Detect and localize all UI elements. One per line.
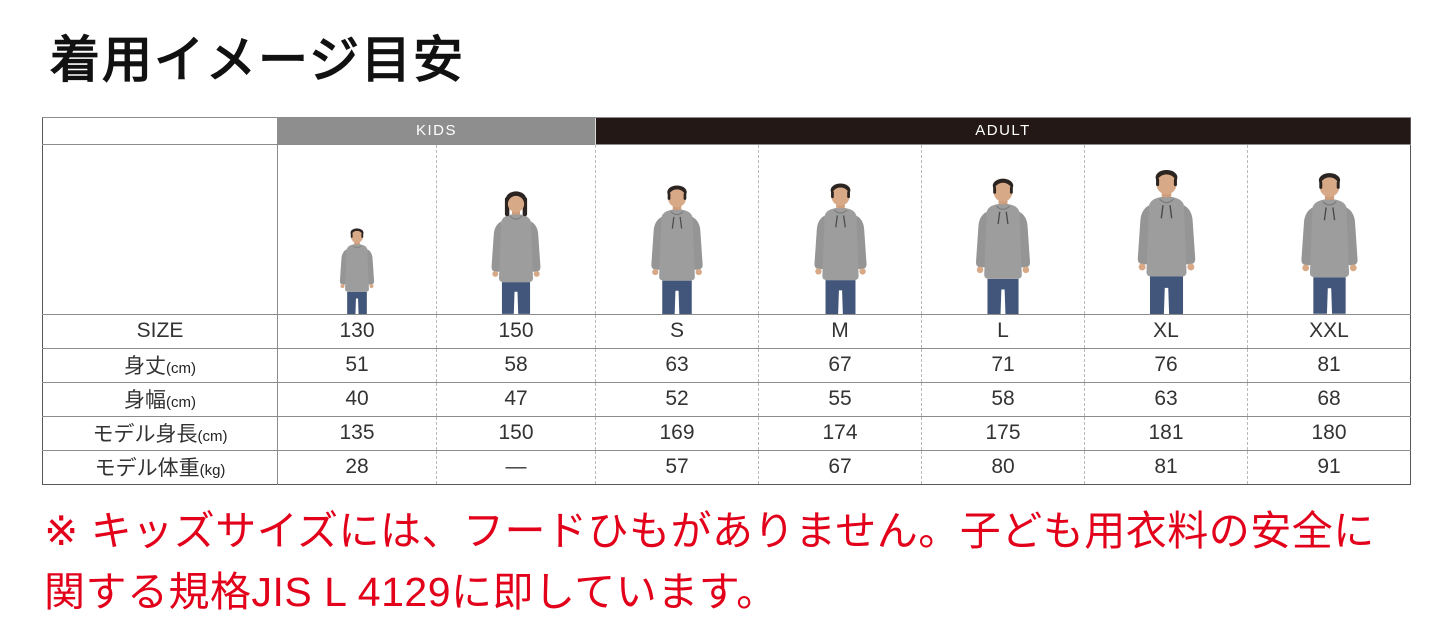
model-weight-cell: — [435, 449, 596, 484]
adult-model-figure [638, 182, 716, 314]
body-length-cell: 58 [435, 347, 596, 382]
table-row-body-length: 身丈(cm) 51 58 63 67 71 76 81 [42, 347, 1411, 382]
body-length-cell: 76 [1084, 347, 1248, 382]
model-height-cell: 135 [277, 415, 437, 450]
model-photo-s [595, 143, 759, 314]
row-label-text: SIZE [136, 319, 184, 342]
body-width-cell: 63 [1084, 381, 1248, 416]
adult-model-figure [1287, 169, 1372, 314]
model-weight-cell: 80 [921, 449, 1085, 484]
model-weight-cell: 28 [277, 449, 437, 484]
body-width-cell: 47 [435, 381, 596, 416]
table-row-model-weight: モデル体重(kg) 28 — 57 67 80 81 91 [42, 449, 1411, 484]
header-row: KIDS ADULT [42, 116, 1411, 144]
adult-model-figure [801, 180, 880, 314]
size-value-cell: S [595, 313, 759, 348]
kid-model-figure [479, 188, 553, 314]
model-weight-cell: 81 [1084, 449, 1248, 484]
row-label-unit: (cm) [166, 394, 196, 411]
body-length-cell: 67 [758, 347, 922, 382]
model-height-cell: 181 [1084, 415, 1248, 450]
model-height-cell: 180 [1247, 415, 1411, 450]
model-photo-l [921, 143, 1085, 314]
header-group-adult: ADULT [595, 116, 1411, 144]
size-value-cell: XXL [1247, 313, 1411, 348]
model-height-cell: 150 [435, 415, 596, 450]
model-weight-cell: 91 [1247, 449, 1411, 484]
body-length-cell: 63 [595, 347, 759, 382]
row-label-unit: (cm) [166, 360, 196, 377]
size-value-cell: 130 [277, 313, 437, 348]
kids-safety-note: ※ キッズサイズには、フードひもがありません。子ども用衣料の安全に関する規格JI… [44, 507, 1375, 616]
row-label-size: SIZE [42, 313, 278, 348]
model-height-cell: 175 [921, 415, 1085, 450]
size-value-cell: M [758, 313, 922, 348]
model-height-cell: 169 [595, 415, 759, 450]
row-label-unit: (kg) [199, 462, 226, 479]
size-value-cell: 150 [435, 313, 596, 348]
table-row-model-height: モデル身長(cm) 135 150 169 174 175 181 180 [42, 415, 1411, 450]
model-photo-150 [435, 143, 596, 314]
row-label-text: モデル身長 [92, 423, 198, 446]
row-label-text: 身丈 [124, 355, 166, 378]
page-title: 着用イメージ目安 [50, 32, 465, 88]
model-photo-xl [1084, 143, 1248, 314]
row-label-model-height: モデル身長(cm) [42, 415, 278, 450]
kid-model-figure [331, 226, 383, 314]
table-row-size: SIZE 130 150 S M L XL XXL [42, 313, 1411, 348]
row-label-unit: (cm) [197, 428, 228, 445]
header-group-kids: KIDS [276, 116, 596, 144]
row-label-text: モデル体重 [94, 457, 200, 480]
adult-model-figure [1123, 166, 1210, 314]
model-weight-cell: 67 [758, 449, 922, 484]
size-chart-table: KIDS ADULT [42, 116, 1412, 485]
model-photo-m [758, 143, 922, 314]
body-length-cell: 51 [277, 347, 437, 382]
model-weight-cell: 57 [595, 449, 759, 484]
model-photo-xxl [1247, 143, 1411, 314]
model-photo-row [42, 143, 1411, 314]
photo-row-label-cell [42, 143, 278, 314]
table-row-body-width: 身幅(cm) 40 47 52 55 58 63 68 [42, 381, 1411, 416]
body-width-cell: 40 [277, 381, 437, 416]
body-length-cell: 81 [1247, 347, 1411, 382]
model-photo-130 [277, 143, 437, 314]
body-width-cell: 68 [1247, 381, 1411, 416]
row-label-body-width: 身幅(cm) [42, 381, 278, 416]
model-height-cell: 174 [758, 415, 922, 450]
size-value-cell: XL [1084, 313, 1248, 348]
row-label-model-weight: モデル体重(kg) [42, 449, 278, 484]
row-label-text: 身幅 [124, 389, 166, 412]
body-width-cell: 55 [758, 381, 922, 416]
body-width-cell: 52 [595, 381, 759, 416]
adult-model-figure [962, 175, 1044, 314]
body-length-cell: 71 [921, 347, 1085, 382]
body-width-cell: 58 [921, 381, 1085, 416]
header-corner-cell [42, 116, 278, 144]
size-value-cell: L [921, 313, 1085, 348]
row-label-body-length: 身丈(cm) [42, 347, 278, 382]
